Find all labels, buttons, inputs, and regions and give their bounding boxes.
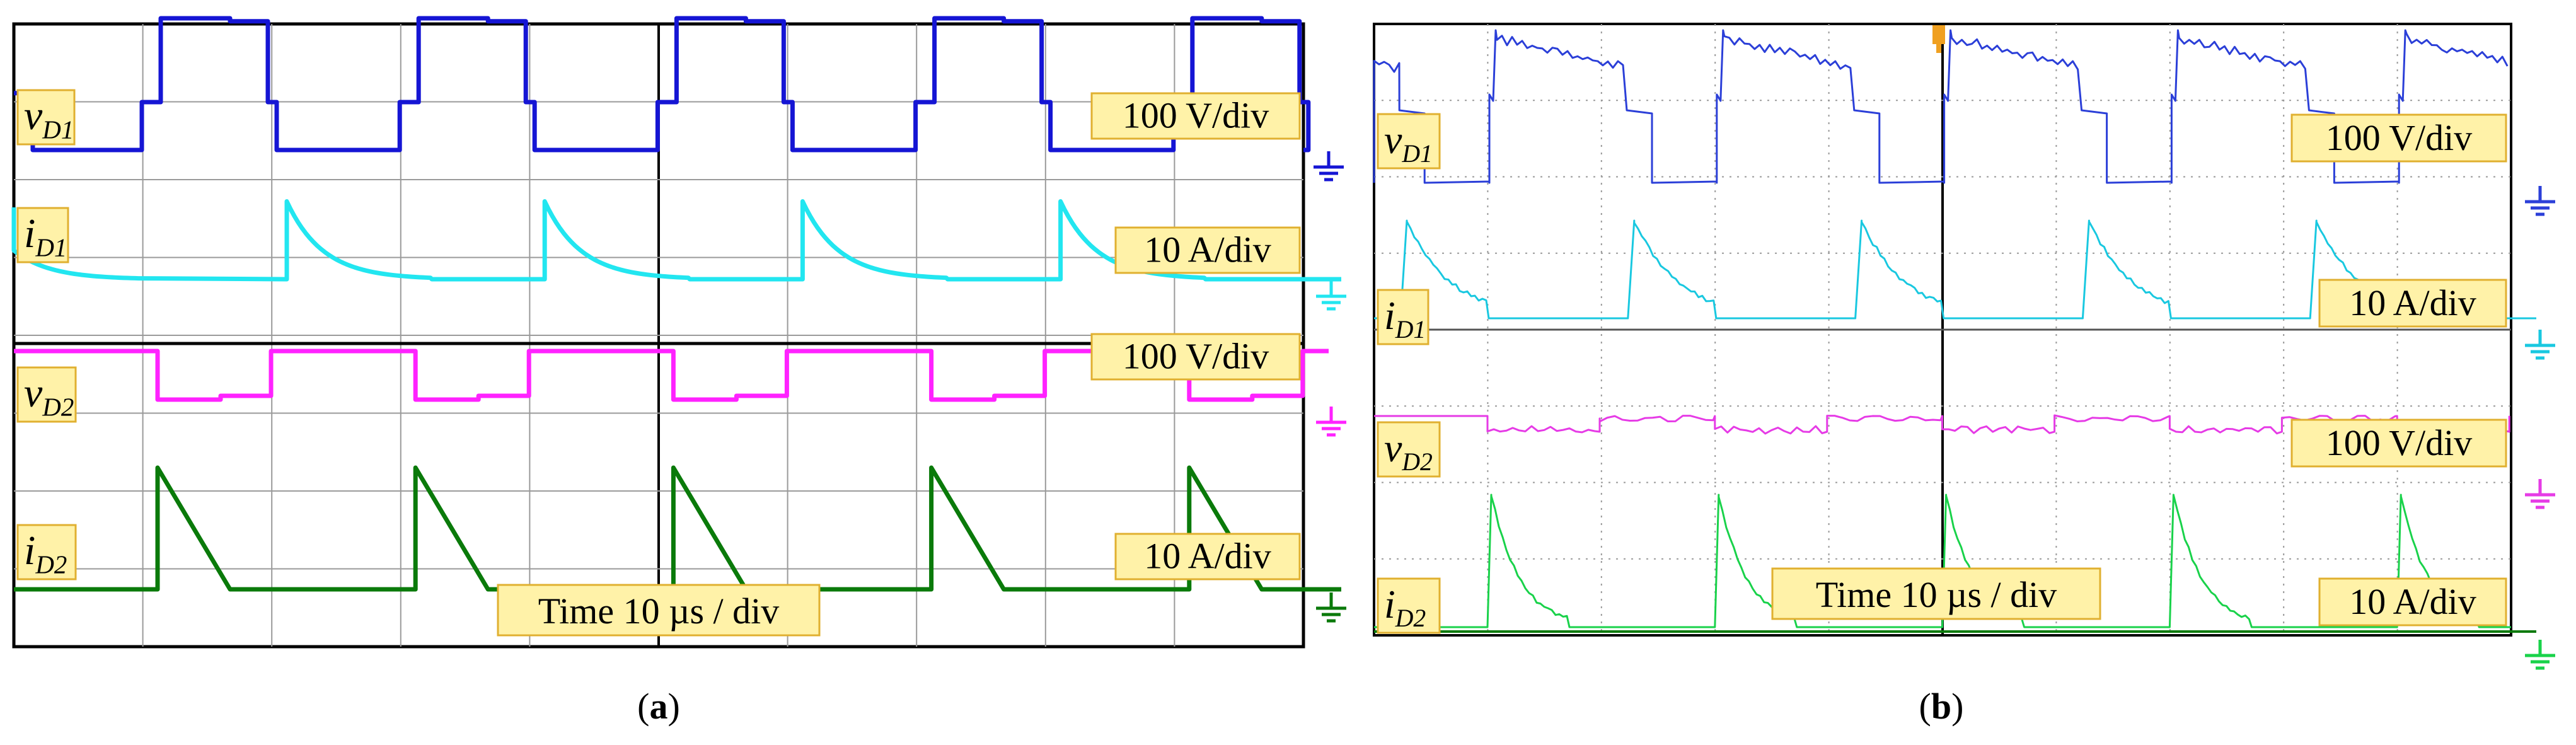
scale-vD1-a-text: 100 V/div xyxy=(1123,95,1269,136)
label-vD2-a: vD2 xyxy=(16,366,77,423)
trace-vD1-b xyxy=(1373,29,2509,184)
scale-vD2-a-text: 100 V/div xyxy=(1123,336,1269,377)
trigger-marker-icon xyxy=(1932,25,1945,53)
label-iD2-a: iD2 xyxy=(16,524,77,580)
ground-vD1-a-icon xyxy=(1314,151,1344,182)
caption-a: (a) xyxy=(637,686,680,727)
scale-iD1-a-text: 10 A/div xyxy=(1144,229,1271,270)
panel-a-scope: vD1 iD1 vD2 iD2 100 V/div 10 A/div 100 V/div 10… xyxy=(11,16,1346,649)
label-vD1-b-text: vD1 xyxy=(1384,117,1433,168)
label-iD2-b-text: iD2 xyxy=(1384,582,1426,632)
scale-vD1-b-text: 100 V/div xyxy=(2326,117,2473,158)
caption-a-letter: a xyxy=(650,686,668,727)
label-vD2-b: vD2 xyxy=(1377,421,1441,478)
panel-b-traces xyxy=(1373,29,2536,633)
label-iD1-a: iD1 xyxy=(16,207,69,263)
scale-iD1-a: 10 A/div xyxy=(1114,226,1301,274)
scale-vD2-a: 100 V/div xyxy=(1090,333,1301,381)
label-iD2-a-text: iD2 xyxy=(24,528,67,579)
scale-vD1-b: 100 V/div xyxy=(2290,113,2507,163)
panel-b-scope: vD1 iD1 vD2 iD2 100 V/div 10 A/div 100 V/div 10… xyxy=(1373,23,2555,670)
ground-vD2-a-icon xyxy=(1316,407,1346,437)
scale-iD1-b: 10 A/div xyxy=(2318,279,2507,328)
panel-a-labels: vD1 iD1 vD2 iD2 100 V/div 10 A/div 100 V/div 10… xyxy=(16,89,1301,637)
label-vD1-a: vD1 xyxy=(16,89,76,146)
trace-iD1-b xyxy=(1374,219,2536,320)
scale-iD2-b-text: 10 A/div xyxy=(2349,581,2476,622)
label-vD2-b-text: vD2 xyxy=(1384,425,1433,476)
panel-b-labels: vD1 iD1 vD2 iD2 100 V/div 10 A/div 100 V/div 10… xyxy=(1377,113,2507,634)
panel-a-ground-markers xyxy=(1314,151,1346,623)
time-scale-a-text: Time 10 µs / div xyxy=(538,591,780,632)
ground-iD1-b-icon xyxy=(2525,330,2555,360)
label-iD1-b: iD1 xyxy=(1377,289,1430,345)
time-scale-b: Time 10 µs / div xyxy=(1771,567,2101,620)
ground-iD2-b-icon xyxy=(2525,640,2555,670)
ground-vD2-b-icon xyxy=(2525,479,2555,509)
time-scale-b-text: Time 10 µs / div xyxy=(1816,574,2057,615)
label-iD2-b: iD2 xyxy=(1377,577,1441,634)
trace-vD2-a xyxy=(14,349,1329,402)
scale-iD2-a-text: 10 A/div xyxy=(1144,536,1271,577)
scale-vD1-a: 100 V/div xyxy=(1090,92,1301,140)
label-iD1-a-text: iD1 xyxy=(24,211,67,262)
ground-iD2-a-icon xyxy=(1316,592,1346,623)
caption-b-letter: b xyxy=(1931,686,1951,727)
ground-iD1-a-icon xyxy=(1316,280,1346,311)
label-vD2-a-text: vD2 xyxy=(24,370,74,422)
caption-b: (b) xyxy=(1919,686,1964,727)
scale-vD2-b: 100 V/div xyxy=(2290,419,2507,468)
scale-iD1-b-text: 10 A/div xyxy=(2349,282,2476,323)
scale-iD2-a: 10 A/div xyxy=(1114,533,1301,580)
label-vD1-b: vD1 xyxy=(1377,113,1441,170)
label-iD1-b-text: iD1 xyxy=(1384,293,1426,344)
panel-b-ground-markers xyxy=(2525,186,2555,670)
ground-vD1-b-icon xyxy=(2525,186,2555,216)
trace-iD1-a xyxy=(11,199,1341,282)
label-vD1-a-text: vD1 xyxy=(24,93,74,144)
scale-iD2-b: 10 A/div xyxy=(2318,577,2507,627)
scale-vD2-b-text: 100 V/div xyxy=(2326,422,2473,463)
time-scale-a: Time 10 µs / div xyxy=(497,584,821,637)
